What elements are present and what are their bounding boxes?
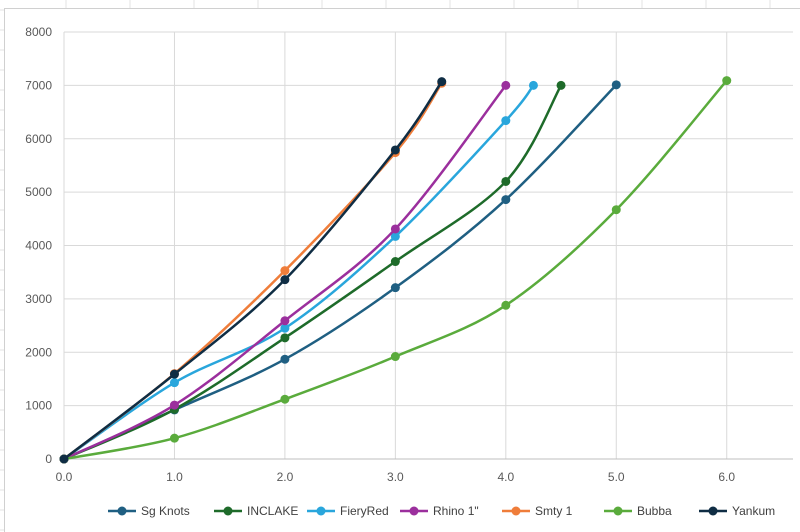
series-line — [63, 82, 443, 460]
legend-swatch-marker — [316, 506, 326, 516]
data-point — [169, 400, 179, 410]
legend-item: Smty 1 — [502, 504, 573, 518]
x-tick-label: 4.0 — [497, 470, 514, 484]
series-line — [63, 84, 507, 461]
x-tick-label: 3.0 — [387, 470, 404, 484]
data-point — [390, 283, 400, 293]
line-chart: 0 1000 2000 3000 4000 5000 6000 7000 8000 0.0 1.0 2… — [25, 25, 793, 518]
data-point — [611, 80, 621, 90]
data-point — [280, 316, 290, 326]
y-tick-label: 2000 — [25, 345, 52, 359]
legend-label: Sg Knots — [141, 504, 190, 518]
data-point — [280, 266, 290, 276]
data-point — [501, 195, 511, 205]
legend-item: FieryRed — [307, 504, 389, 518]
series-line — [63, 84, 535, 461]
y-tick-label: 0 — [45, 452, 52, 466]
data-point — [280, 354, 290, 364]
data-point — [169, 433, 179, 443]
series-layer — [59, 76, 732, 464]
data-point — [528, 80, 538, 90]
legend-item: Yankum — [699, 504, 775, 518]
series-2 — [59, 80, 538, 464]
x-tick-label: 6.0 — [718, 470, 735, 484]
data-point — [556, 80, 566, 90]
data-point — [280, 275, 290, 285]
data-point — [59, 454, 69, 464]
x-tick-label: 1.0 — [166, 470, 183, 484]
data-point — [390, 352, 400, 362]
y-tick-label: 6000 — [25, 132, 52, 146]
data-point — [280, 323, 290, 333]
data-point — [501, 116, 511, 126]
y-tick-label: 3000 — [25, 292, 52, 306]
series-3 — [59, 80, 511, 464]
legend-item: Rhino 1" — [400, 504, 479, 518]
data-point — [501, 80, 511, 90]
legend-swatch-marker — [613, 506, 623, 516]
legend-swatch-marker — [117, 506, 127, 516]
legend-item: Sg Knots — [108, 504, 190, 518]
x-tick-label: 0.0 — [56, 470, 73, 484]
legend-label: INCLAKE — [247, 504, 298, 518]
legend-item: INCLAKE — [214, 504, 298, 518]
legend-item: Bubba — [604, 504, 672, 518]
x-tick-label: 5.0 — [608, 470, 625, 484]
gridlines — [63, 31, 793, 460]
data-point — [611, 205, 621, 215]
series-line — [63, 84, 563, 461]
data-point — [390, 224, 400, 234]
y-tick-label: 4000 — [25, 239, 52, 253]
legend-label: Bubba — [637, 504, 672, 518]
y-tick-label: 1000 — [25, 399, 52, 413]
data-point — [501, 176, 511, 186]
legend-swatch-marker — [223, 506, 233, 516]
data-point — [280, 394, 290, 404]
series-line — [63, 80, 443, 460]
legend-label: FieryRed — [340, 504, 389, 518]
series-6 — [59, 77, 447, 464]
data-point — [390, 145, 400, 155]
legend-swatch-marker — [409, 506, 419, 516]
data-point — [169, 369, 179, 379]
legend-label: Rhino 1" — [433, 504, 479, 518]
data-point — [390, 257, 400, 267]
y-tick-label: 8000 — [25, 25, 52, 39]
data-point — [722, 76, 732, 86]
legend-swatch-marker — [708, 506, 718, 516]
data-point — [501, 300, 511, 310]
axis-tick-labels: 0 1000 2000 3000 4000 5000 6000 7000 8000 0.0 1.0 2… — [25, 25, 735, 484]
data-point — [390, 231, 400, 241]
data-point — [280, 333, 290, 343]
x-tick-label: 2.0 — [277, 470, 294, 484]
legend-swatch-marker — [511, 506, 521, 516]
legend: Sg Knots INCLAKE FieryRed Rhino 1" Smty 1 Bub… — [108, 504, 775, 518]
legend-label: Yankum — [732, 504, 775, 518]
chart-area[interactable]: 0 1000 2000 3000 4000 5000 6000 7000 8000 0.0 1.0 2… — [4, 8, 800, 532]
data-point — [437, 77, 447, 87]
y-tick-label: 5000 — [25, 185, 52, 199]
data-point — [169, 378, 179, 388]
legend-label: Smty 1 — [535, 504, 573, 518]
y-tick-label: 7000 — [25, 78, 52, 92]
